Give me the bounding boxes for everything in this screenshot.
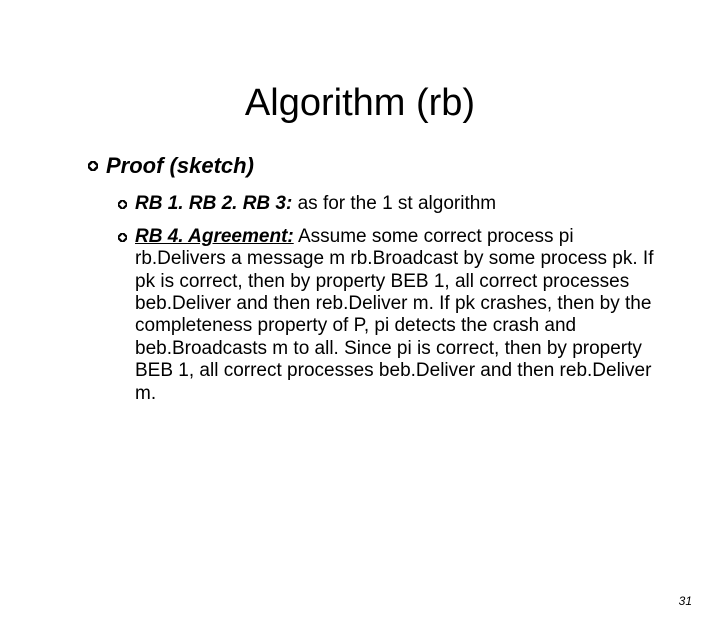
rb123-text: RB 1. RB 2. RB 3: as for the 1 st algori… (135, 193, 496, 215)
page-number: 31 (679, 594, 692, 608)
slide-title: Algorithm (rb) (0, 82, 720, 125)
rb4-body: Assume some correct process pi rb.Delive… (135, 226, 653, 404)
bullet-icon (118, 200, 127, 209)
rb123-row: RB 1. RB 2. RB 3: as for the 1 st algori… (118, 193, 660, 215)
slide: Algorithm (rb) Proof (sketch) RB 1. RB 2… (0, 82, 720, 622)
proof-heading: Proof (sketch) (106, 153, 254, 179)
rb123-label: RB 1. RB 2. RB 3: (135, 193, 298, 214)
proof-heading-row: Proof (sketch) (88, 153, 660, 179)
rb4-text: RB 4. Agreement: Assume some correct pro… (135, 226, 660, 405)
bullet-icon (88, 161, 98, 171)
content-area: Proof (sketch) RB 1. RB 2. RB 3: as for … (0, 153, 720, 405)
rb123-body: as for the 1 st algorithm (298, 193, 497, 214)
rb4-row: RB 4. Agreement: Assume some correct pro… (118, 226, 660, 405)
bullet-icon (118, 233, 127, 242)
rb4-label: RB 4. Agreement: (135, 226, 294, 247)
